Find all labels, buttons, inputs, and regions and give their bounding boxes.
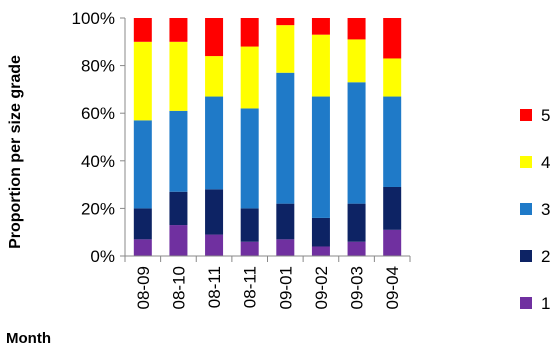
x-axis-label: Month	[6, 330, 51, 347]
x-tick-label: 08-09	[134, 266, 153, 309]
legend-swatch-3	[520, 203, 532, 215]
bar-segment-grade-5	[205, 18, 224, 57]
bar-segment-grade-4	[240, 46, 259, 109]
legend-label: 2	[541, 247, 550, 266]
y-tick-label: 0%	[90, 247, 115, 266]
bar-segment-grade-1	[383, 229, 402, 256]
bar-segment-grade-3	[383, 96, 402, 187]
bar-segment-grade-1	[311, 246, 330, 256]
bar-segment-grade-1	[276, 239, 295, 256]
bar-segment-grade-3	[133, 120, 152, 209]
legend-swatch-2	[520, 250, 532, 262]
legend-swatch-5	[520, 109, 532, 121]
legend-label: 5	[541, 106, 550, 125]
y-tick-label: 40%	[81, 152, 115, 171]
bar-segment-grade-5	[133, 18, 152, 42]
bar-segment-grade-5	[347, 18, 366, 40]
bar-segment-grade-5	[311, 18, 330, 35]
bar-segment-grade-5	[169, 18, 188, 42]
bar-segment-grade-3	[240, 108, 259, 209]
y-tick-label: 100%	[72, 9, 115, 28]
bar-segment-grade-2	[383, 186, 402, 230]
x-tick-label: 09-04	[383, 266, 402, 309]
bar-segment-grade-3	[347, 82, 366, 204]
bar-segment-grade-1	[133, 239, 152, 256]
x-tick-label: 09-02	[312, 266, 331, 309]
bar-segment-grade-4	[133, 41, 152, 121]
bar-segment-grade-4	[347, 39, 366, 83]
x-tick-label: 08-10	[169, 266, 188, 309]
legend: 5 4 3 2 1	[520, 106, 550, 313]
bar-segment-grade-4	[205, 56, 224, 97]
bar-segment-grade-5	[276, 18, 295, 26]
bar-stacks	[133, 18, 402, 256]
bar-segment-grade-2	[169, 191, 188, 226]
legend-swatch-4	[520, 156, 532, 168]
legend-swatch-1	[520, 297, 532, 309]
y-tick-label: 80%	[81, 57, 115, 76]
bar-segment-grade-5	[383, 18, 402, 59]
bar-segment-grade-2	[133, 208, 152, 240]
bar-segment-grade-3	[205, 96, 224, 190]
bar-segment-grade-3	[311, 96, 330, 218]
legend-label: 4	[541, 153, 550, 172]
bar-segment-grade-1	[169, 225, 188, 256]
bar-segment-grade-2	[311, 217, 330, 247]
bar-segment-grade-5	[240, 18, 259, 47]
bar-segment-grade-1	[240, 241, 259, 256]
x-axis-ticks: 08-09 08-10 08-11 08-11 09-01 09-02 09-03 09-04	[124, 256, 411, 309]
bar-segment-grade-3	[169, 110, 188, 192]
bar-segment-grade-1	[205, 234, 224, 256]
bar-segment-grade-4	[276, 25, 295, 73]
bar-segment-grade-4	[169, 41, 188, 111]
y-axis-ticks: 0% 20% 40% 60% 80% 100%	[72, 9, 125, 266]
y-tick-label: 60%	[81, 104, 115, 123]
axes	[124, 18, 410, 257]
bar-segment-grade-4	[311, 34, 330, 97]
x-tick-label: 08-11	[205, 266, 224, 308]
bar-segment-grade-2	[240, 208, 259, 242]
y-tick-label: 20%	[81, 199, 115, 218]
legend-label: 3	[541, 200, 550, 219]
x-tick-label: 09-01	[276, 266, 295, 309]
bar-segment-grade-2	[205, 189, 224, 235]
bar-segment-grade-1	[347, 241, 366, 256]
y-axis-label: Proportion per size grade	[7, 55, 24, 249]
bar-segment-grade-4	[383, 58, 402, 97]
bar-segment-grade-3	[276, 72, 295, 204]
bar-segment-grade-2	[347, 203, 366, 242]
x-tick-label: 08-11	[241, 266, 260, 308]
legend-label: 1	[541, 294, 550, 313]
bar-segment-grade-2	[276, 203, 295, 240]
x-tick-label: 09-03	[348, 266, 367, 309]
